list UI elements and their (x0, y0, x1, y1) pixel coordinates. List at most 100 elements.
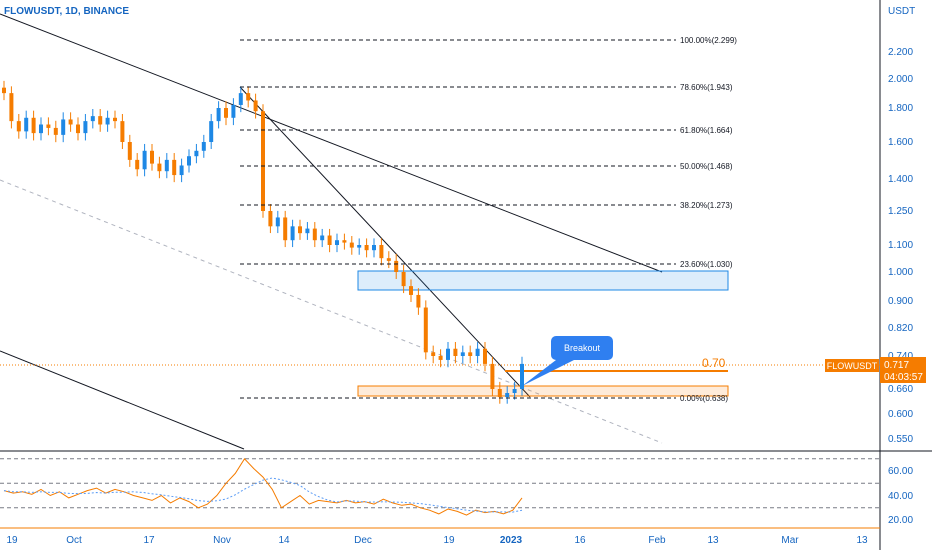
fibonacci-layer: 100.00%(2.299) 78.60%(1.943) 61.80%(1.664)… (240, 36, 737, 403)
candle-body (275, 217, 280, 227)
candle-body (127, 142, 132, 160)
time-tick-label: Nov (213, 535, 231, 546)
price-tick-label: 1.800 (888, 103, 913, 114)
candle-body (327, 235, 332, 245)
candle-body (386, 258, 391, 261)
candle-body (372, 245, 376, 251)
price-tick-label: 1.100 (888, 240, 913, 251)
candle-body (216, 108, 221, 122)
candle-body (431, 352, 436, 356)
time-tick-label: Dec (354, 535, 372, 546)
rsi-tick-label: 20.00 (888, 515, 913, 526)
fib-level-label: 38.20%(1.273) (680, 201, 733, 210)
candle-body (357, 245, 362, 248)
candle-body (194, 150, 199, 157)
candle-body (142, 150, 147, 170)
candle-body (312, 228, 317, 241)
price-tick-label: 2.200 (888, 47, 913, 58)
fib-level-label: 78.60%(1.943) (680, 83, 733, 92)
candle-body (298, 226, 302, 234)
price-tick-label: 1.400 (888, 174, 913, 185)
level-070-label: 0.70 (702, 356, 726, 370)
price-tick-label: 0.660 (888, 384, 913, 395)
candle-body (164, 159, 169, 172)
fib-level-label: 100.00%(2.299) (680, 36, 737, 45)
price-tick-label: 0.740 (888, 351, 913, 362)
candle-body (364, 245, 369, 251)
rsi-tick-label: 60.00 (888, 466, 913, 477)
candle-body (46, 124, 51, 128)
price-tick-label: 0.550 (888, 434, 913, 445)
badge-symbol-bg (825, 359, 879, 372)
candle-body (231, 104, 236, 118)
candle-body (113, 117, 117, 122)
candle-body (224, 108, 228, 118)
candle-body (468, 352, 473, 356)
candle-body (512, 389, 517, 394)
price-tick-label: 2.000 (888, 74, 913, 85)
time-tick-label: Oct (66, 535, 82, 546)
candle-body (39, 124, 43, 134)
time-tick-label: 14 (278, 535, 290, 546)
candle-body (24, 117, 29, 132)
candle-body (409, 286, 413, 295)
rsi-tick-label: 40.00 (888, 491, 913, 502)
rsi-ma-line (3, 477, 523, 513)
price-tick-label: 1.250 (888, 206, 913, 217)
candle-body (135, 159, 140, 170)
candle-body (394, 260, 399, 272)
breakout-callout[interactable]: Breakout (522, 336, 613, 386)
time-tick-label: 16 (574, 535, 586, 546)
badge-price-bg (880, 357, 926, 383)
candle-body (68, 119, 73, 125)
last-price-badge: FLOWUSDT 0.717 04:03:57 (825, 357, 926, 383)
candle-body (105, 117, 110, 125)
candle-body (283, 217, 288, 241)
candle-body (120, 121, 125, 142)
badge-symbol: FLOWUSDT (827, 361, 878, 371)
resistance-zone (357, 270, 729, 291)
candle-body (290, 226, 295, 241)
candle-body (305, 228, 310, 234)
candle-body (379, 245, 384, 259)
price-tick-label: 1.000 (888, 267, 913, 278)
axes-layer: 2.200 2.000 1.800 1.600 1.400 1.250 1.100 1.000… (6, 47, 913, 546)
badge-price: 0.717 (884, 360, 909, 371)
candle-body (2, 87, 6, 94)
rsi-line (3, 457, 523, 516)
candle-body (179, 165, 184, 176)
candle-body (209, 121, 214, 142)
candle-body (253, 100, 258, 112)
candle-body (172, 159, 177, 176)
rsi-layer (0, 457, 880, 516)
candle-body (238, 93, 243, 105)
candle-body (423, 307, 428, 353)
candle-body (335, 240, 339, 245)
candle-body (261, 111, 265, 211)
price-tick-label: 0.820 (888, 323, 913, 334)
fib-level-label: 61.80%(1.664) (680, 126, 733, 135)
descending-trendline-upper (0, 13, 663, 273)
breakout-callout-bubble (522, 336, 613, 386)
candle-body (150, 150, 154, 164)
candle-body (505, 393, 510, 398)
candle-body (90, 116, 95, 122)
candle-body (483, 348, 487, 364)
candle-body (83, 121, 88, 134)
candle-body (320, 235, 325, 241)
candle-body (446, 348, 450, 360)
candle-body (349, 242, 354, 248)
candle-body (453, 348, 458, 356)
candle-body (268, 211, 273, 227)
time-tick-label: 17 (143, 535, 155, 546)
fib-level-label: 0.00%(0.638) (680, 394, 728, 403)
candle-body (187, 156, 191, 166)
candle-body (416, 294, 421, 308)
candle-body (9, 93, 14, 122)
candle-body (53, 127, 58, 135)
symbol-title: FLOWUSDT, 1D, BINANCE (4, 6, 129, 17)
candle-body (157, 163, 162, 172)
